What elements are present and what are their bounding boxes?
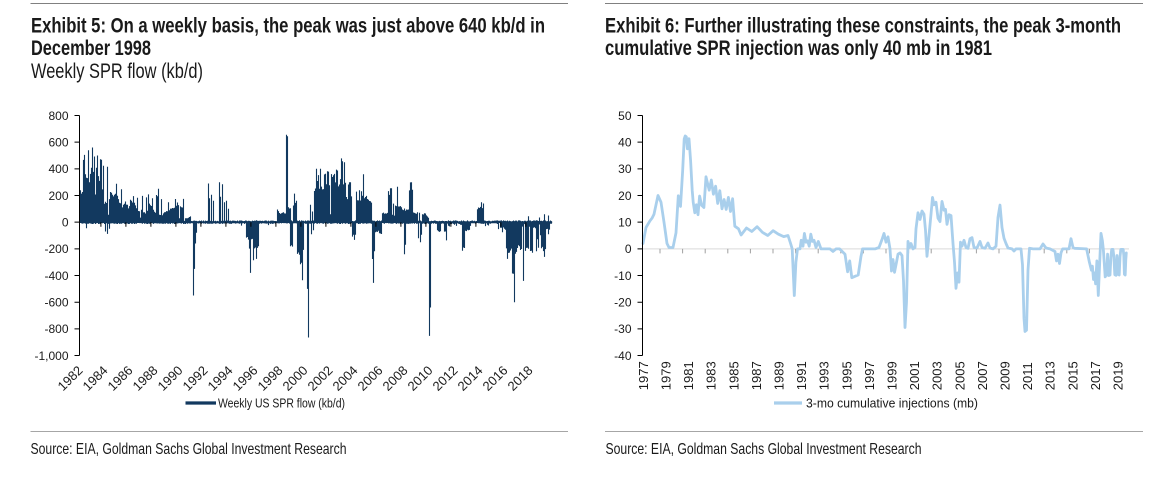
svg-text:Source: EIA, Goldman Sachs Glo: Source: EIA, Goldman Sachs Global Invest… xyxy=(31,441,347,458)
svg-text:1981: 1981 xyxy=(681,361,696,390)
svg-text:30: 30 xyxy=(618,162,632,176)
svg-text:-20: -20 xyxy=(614,296,632,310)
svg-text:2013: 2013 xyxy=(1043,361,1058,390)
svg-text:1989: 1989 xyxy=(772,361,787,390)
svg-text:2003: 2003 xyxy=(930,361,945,390)
svg-text:1997: 1997 xyxy=(862,361,877,390)
svg-text:-30: -30 xyxy=(614,322,632,336)
svg-text:1991: 1991 xyxy=(794,361,809,390)
svg-text:-40: -40 xyxy=(614,349,632,363)
svg-text:200: 200 xyxy=(48,189,68,203)
svg-text:1993: 1993 xyxy=(817,361,832,390)
svg-text:50: 50 xyxy=(618,109,632,123)
svg-text:0: 0 xyxy=(62,216,69,230)
svg-text:-1,000: -1,000 xyxy=(34,349,68,363)
svg-text:-600: -600 xyxy=(44,296,68,310)
svg-text:600: 600 xyxy=(48,136,68,150)
svg-text:1987: 1987 xyxy=(749,361,764,390)
svg-text:10: 10 xyxy=(618,216,632,230)
svg-text:0: 0 xyxy=(625,242,632,256)
svg-text:2005: 2005 xyxy=(952,361,967,390)
svg-text:-200: -200 xyxy=(44,242,68,256)
svg-text:800: 800 xyxy=(48,109,68,123)
svg-text:40: 40 xyxy=(618,136,632,150)
svg-text:1999: 1999 xyxy=(885,361,900,390)
svg-text:1979: 1979 xyxy=(659,361,674,390)
svg-text:Weekly SPR flow (kb/d): Weekly SPR flow (kb/d) xyxy=(31,60,203,83)
svg-text:December 1998: December 1998 xyxy=(31,37,151,60)
svg-text:400: 400 xyxy=(48,162,68,176)
svg-text:2019: 2019 xyxy=(1111,361,1126,390)
svg-text:1995: 1995 xyxy=(839,361,854,390)
svg-text:1983: 1983 xyxy=(704,361,719,390)
svg-text:-800: -800 xyxy=(44,322,68,336)
svg-text:-400: -400 xyxy=(44,269,68,283)
svg-text:Exhibit 6: Further illustratin: Exhibit 6: Further illustrating these co… xyxy=(605,15,1121,38)
svg-text:Source: EIA, Goldman Sachs Glo: Source: EIA, Goldman Sachs Global Invest… xyxy=(606,441,922,458)
svg-text:cumulative SPR injection was o: cumulative SPR injection was only 40 mb … xyxy=(605,37,992,60)
svg-text:3-mo cumulative injections (mb: 3-mo cumulative injections (mb) xyxy=(806,396,978,410)
svg-text:1977: 1977 xyxy=(636,361,651,390)
svg-text:-10: -10 xyxy=(614,269,632,283)
svg-text:2007: 2007 xyxy=(975,361,990,390)
svg-text:Exhibit 5: On a weekly basis,: Exhibit 5: On a weekly basis, the peak w… xyxy=(31,15,545,38)
svg-text:2009: 2009 xyxy=(998,361,1013,390)
svg-text:2001: 2001 xyxy=(907,361,922,390)
svg-text:1985: 1985 xyxy=(726,361,741,390)
svg-text:20: 20 xyxy=(618,189,632,203)
svg-text:2017: 2017 xyxy=(1088,361,1103,390)
svg-text:Weekly US SPR flow (kb/d): Weekly US SPR flow (kb/d) xyxy=(218,396,345,410)
svg-text:2015: 2015 xyxy=(1065,361,1080,390)
svg-text:2011: 2011 xyxy=(1020,362,1035,390)
